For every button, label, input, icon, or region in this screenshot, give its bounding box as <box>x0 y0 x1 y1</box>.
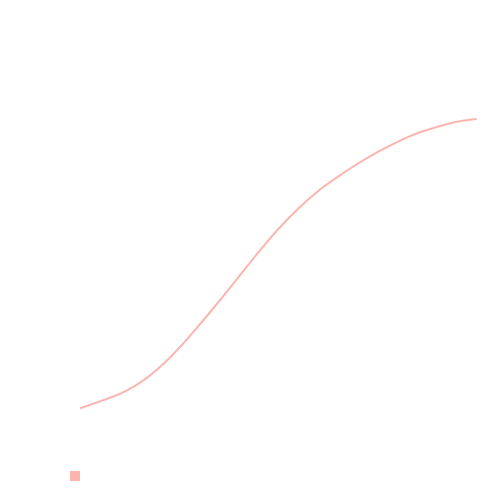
series-layer <box>80 118 477 409</box>
legend-swatch <box>70 470 80 481</box>
legend <box>70 470 86 481</box>
series-line-0 <box>80 118 477 409</box>
